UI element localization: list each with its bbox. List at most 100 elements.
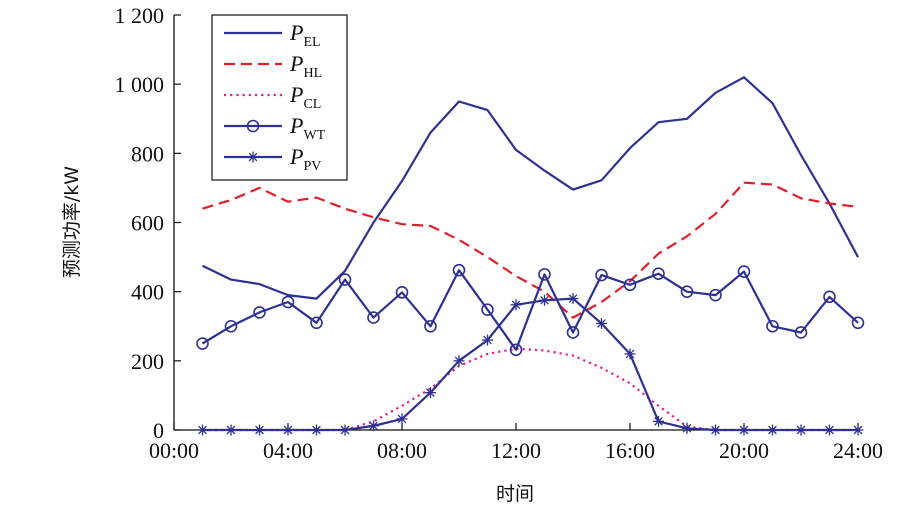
data-point-wt xyxy=(851,316,865,330)
data-point-pv xyxy=(767,424,778,436)
y-tick-label: 400 xyxy=(131,280,164,305)
y-tick-label: 600 xyxy=(131,211,164,236)
data-point-pv xyxy=(653,415,664,427)
data-point-wt xyxy=(281,295,295,309)
data-point-wt xyxy=(623,278,637,292)
asterisk-stroke xyxy=(255,425,264,435)
asterisk-stroke xyxy=(340,425,350,435)
asterisk-stroke xyxy=(397,414,407,424)
asterisk-stroke xyxy=(369,421,378,431)
data-point-pv xyxy=(738,424,750,436)
series-hl xyxy=(202,181,859,319)
data-point-pv xyxy=(681,422,693,434)
data-point-wt xyxy=(709,288,722,302)
asterisk-stroke xyxy=(248,152,258,162)
x-tick-label: 20:00 xyxy=(719,438,769,463)
data-point-pv xyxy=(339,424,351,436)
y-tick-label: 1 200 xyxy=(115,3,165,28)
x-tick-label: 04:00 xyxy=(263,438,313,463)
data-point-wt xyxy=(452,263,466,277)
data-point-wt xyxy=(310,316,323,330)
asterisk-stroke xyxy=(768,425,777,435)
data-point-pv xyxy=(453,355,465,367)
data-point-wt xyxy=(338,273,352,286)
data-point-wt xyxy=(253,306,266,319)
data-point-wt xyxy=(737,265,751,278)
data-point-pv xyxy=(795,424,807,436)
asterisk-stroke xyxy=(625,349,635,359)
asterisk-stroke xyxy=(654,417,663,426)
x-tick-label: 24:00 xyxy=(833,438,883,463)
data-point-wt xyxy=(794,326,808,339)
data-point-pv xyxy=(282,424,294,436)
x-tick-label: 08:00 xyxy=(377,438,427,463)
x-axis-title: 时间 xyxy=(496,483,534,505)
asterisk-stroke xyxy=(540,295,549,305)
data-point-pv xyxy=(311,424,322,436)
asterisk-stroke xyxy=(226,425,236,435)
x-tick-label: 12:00 xyxy=(491,438,541,463)
data-point-pv xyxy=(396,413,408,425)
data-point-wt xyxy=(538,268,551,281)
data-point-pv xyxy=(596,317,607,329)
series-wt xyxy=(196,263,865,357)
data-point-pv xyxy=(368,420,379,432)
x-tick-label: 16:00 xyxy=(605,438,655,463)
data-point-wt xyxy=(823,290,836,304)
series-line-el xyxy=(202,76,859,300)
y-tick-label: 0 xyxy=(153,418,164,443)
data-point-pv xyxy=(510,299,522,311)
legend-box xyxy=(211,14,348,181)
data-point-wt xyxy=(367,311,380,324)
data-point-pv xyxy=(567,293,579,305)
data-point-pv xyxy=(225,424,237,436)
data-point-pv xyxy=(482,334,493,346)
data-point-wt xyxy=(424,319,437,333)
data-point-pv xyxy=(710,424,721,436)
data-point-wt xyxy=(395,286,409,299)
y-axis-title: 预测功率/kW xyxy=(61,166,83,278)
asterisk-stroke xyxy=(283,425,293,435)
data-point-wt xyxy=(481,303,494,316)
asterisk-stroke xyxy=(853,425,863,435)
asterisk-stroke xyxy=(568,294,578,303)
x-tick-label: 00:00 xyxy=(149,438,199,463)
legend-label-cl: PCL xyxy=(289,82,321,112)
series-line-pv xyxy=(202,297,858,432)
asterisk-stroke xyxy=(198,425,207,435)
legend-label-wt: PWT xyxy=(289,113,326,143)
data-point-pv xyxy=(254,424,265,436)
series-el xyxy=(202,76,859,300)
series-pv xyxy=(197,293,864,436)
legend-label-pv: PPV xyxy=(289,144,321,174)
series-line-hl xyxy=(202,181,859,319)
asterisk-stroke xyxy=(739,425,749,435)
legend-label-el: PEL xyxy=(289,20,321,50)
series-line-wt xyxy=(201,269,859,351)
legend-label-hl: PHL xyxy=(289,51,322,81)
series-layer xyxy=(196,76,865,436)
asterisk-stroke xyxy=(426,388,435,397)
asterisk-stroke xyxy=(312,425,321,435)
asterisk-stroke xyxy=(711,425,720,435)
data-point-wt xyxy=(509,343,523,357)
asterisk-stroke xyxy=(825,425,834,435)
asterisk-stroke xyxy=(483,335,492,345)
asterisk-stroke xyxy=(682,423,692,433)
data-point-pv xyxy=(624,348,636,360)
data-point-wt xyxy=(766,319,779,333)
series-line-cl xyxy=(202,347,858,432)
data-point-wt xyxy=(595,268,608,282)
data-point-pv xyxy=(539,294,550,306)
asterisk-stroke xyxy=(597,319,606,328)
legend-marker-pv xyxy=(247,151,259,163)
series-cl xyxy=(202,347,858,432)
data-point-pv xyxy=(824,424,835,436)
axes: 0 200 400 600 800 1 000 1 200 00:00 04:00 08:00 12… xyxy=(115,3,884,463)
data-point-pv xyxy=(852,424,864,436)
y-tick-label: 800 xyxy=(131,141,164,166)
data-point-wt xyxy=(196,337,209,350)
y-tick-label: 200 xyxy=(131,349,164,374)
